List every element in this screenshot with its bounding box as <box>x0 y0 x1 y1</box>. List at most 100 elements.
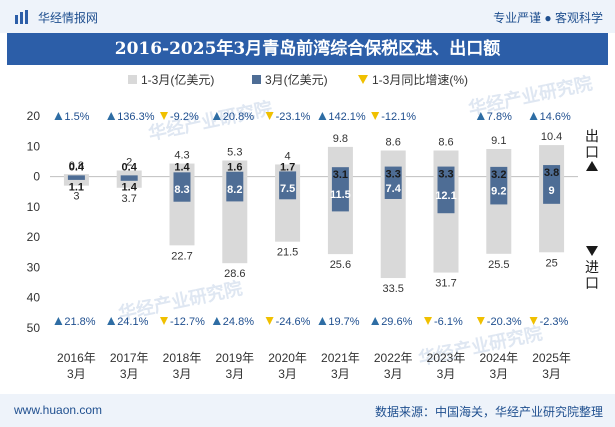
growth-up-icon <box>318 112 327 120</box>
x-tick-label-month: 3月 <box>489 367 508 381</box>
legend-swatch-monthly <box>252 75 261 84</box>
import-monthly-label: 12.1 <box>435 190 456 202</box>
x-tick-label-month: 3月 <box>120 367 139 381</box>
growth-down-icon <box>160 317 168 325</box>
import-growth-label: 24.1% <box>117 316 148 328</box>
brand-name: 华经情报网 <box>38 11 99 25</box>
chart-legend: 1-3月(亿美元) 3月(亿美元) 1-3月同比增速(%) <box>128 72 468 87</box>
export-monthly-label: 3.1 <box>333 169 348 181</box>
import-cumulative-label: 3 <box>73 191 79 203</box>
footer-bar: www.huaon.com 数据来源：中国海关，华经产业研究院整理 <box>0 394 615 427</box>
legend-label-cumulative: 1-3月(亿美元) <box>141 72 214 87</box>
x-tick-label-year: 2018年 <box>163 351 202 365</box>
data-labels: 0.80.41.1320.41.43.74.31.48.322.75.31.68… <box>69 131 563 295</box>
import-growth-label: -12.7% <box>170 316 205 328</box>
import-growth-label: -24.6% <box>276 316 311 328</box>
cumulative-bar <box>63 174 89 186</box>
export-growth-label: 136.3% <box>117 111 155 123</box>
export-side-label: 口 <box>585 144 599 160</box>
export-monthly-label: 3.8 <box>544 167 559 179</box>
chart-title: 2016-2025年3月青岛前湾综合保税区进、出口额 <box>114 39 501 59</box>
monthly-bar <box>543 165 561 204</box>
growth-down-icon <box>529 317 538 325</box>
x-tick-label-month: 3月 <box>542 367 561 381</box>
import-cumulative-label: 25.5 <box>488 259 509 271</box>
monthly-bar <box>437 166 455 214</box>
x-tick-label-month: 3月 <box>384 367 403 381</box>
monthly-bars <box>67 165 561 214</box>
import-growth-label: -6.1% <box>434 316 463 328</box>
growth-down-icon <box>476 317 485 325</box>
export-cumulative-label: 0.8 <box>69 160 84 172</box>
growth-down-icon <box>265 317 274 325</box>
export-monthly-label: 0.4 <box>122 162 138 174</box>
x-tick-label-month: 3月 <box>278 367 297 381</box>
export-monthly-label: 3.3 <box>438 169 453 181</box>
export-cumulative-label: 5.3 <box>227 147 242 159</box>
import-cumulative-label: 33.5 <box>382 283 403 295</box>
y-tick-label: 40 <box>27 291 41 305</box>
x-tick-label-month: 3月 <box>67 367 86 381</box>
import-monthly-label: 8.2 <box>227 184 242 196</box>
data-source: 数据来源：中国海关，华经产业研究院整理 <box>374 405 603 419</box>
growth-up-icon <box>54 317 63 325</box>
growth-down-icon <box>371 112 380 120</box>
import-monthly-label: 8.3 <box>174 184 189 196</box>
export-growth-label: 142.1% <box>328 111 366 123</box>
growth-up-icon <box>371 317 380 325</box>
legend-swatch-cumulative <box>128 75 137 84</box>
y-tick-label: 0 <box>33 170 40 184</box>
x-tick-label-year: 2020年 <box>268 351 307 365</box>
watermark-text: 华经产业研究院 <box>146 97 274 144</box>
import-growth-label: -20.3% <box>487 316 522 328</box>
y-tick-label: 10 <box>27 139 41 153</box>
website-link[interactable]: www.huaon.com <box>14 403 103 417</box>
x-tick-label-month: 3月 <box>331 367 350 381</box>
export-growth-label: -12.1% <box>381 111 416 123</box>
growth-up-icon <box>529 112 538 120</box>
brand-tagline: 专业严谨 ● 客观科学 <box>493 11 603 25</box>
y-tick-label: 10 <box>27 200 41 214</box>
export-growth-label: -9.2% <box>170 111 199 123</box>
import-arrow-icon <box>586 246 598 256</box>
y-tick-label: 20 <box>27 109 41 123</box>
import-monthly-label: 1.4 <box>122 182 138 194</box>
import-cumulative-label: 28.6 <box>224 268 245 280</box>
x-tick-label-month: 3月 <box>225 367 244 381</box>
import-growth-label: 21.8% <box>64 316 95 328</box>
growth-up-icon <box>318 317 327 325</box>
monthly-bar <box>384 166 402 199</box>
import-side-label: 进 <box>585 259 599 275</box>
growth-up-icon <box>212 112 221 120</box>
monthly-bar <box>331 167 349 212</box>
import-growth-label: -2.3% <box>540 316 569 328</box>
watermark-text: 华经产业研究院 <box>466 72 594 119</box>
export-cumulative-label: 9.1 <box>491 135 506 147</box>
x-axis: 2016年 3月 2017年 3月 2018年 3月 2019年 3月 2020年 3月 2021年… <box>57 351 571 381</box>
export-monthly-label: 1.7 <box>280 162 295 174</box>
monthly-bar <box>226 171 244 202</box>
x-tick-label-year: 2022年 <box>374 351 413 365</box>
export-side-label: 出 <box>585 128 599 144</box>
import-growth-label: 29.6% <box>381 316 412 328</box>
import-cumulative-label: 21.5 <box>277 247 298 259</box>
x-tick-label-year: 2025年 <box>532 351 571 365</box>
monthly-bar <box>120 175 138 181</box>
growth-down-icon <box>424 317 432 325</box>
growth-up-icon <box>54 112 63 120</box>
x-tick-label-year: 2023年 <box>427 351 466 365</box>
import-growth-label: 24.8% <box>223 316 254 328</box>
import-monthly-label: 7.5 <box>280 183 295 195</box>
x-tick-label-year: 2024年 <box>479 351 518 365</box>
legend-label-growth: 1-3月同比增速(%) <box>372 73 468 87</box>
y-tick-label: 20 <box>27 230 41 244</box>
monthly-bar <box>279 171 297 200</box>
export-cumulative-label: 2 <box>126 157 132 169</box>
y-tick-label: 30 <box>27 260 41 274</box>
export-growth-label: 7.8% <box>487 111 512 123</box>
growth-up-icon <box>107 317 116 325</box>
growth-up-icon <box>212 317 221 325</box>
export-monthly-label: 1.4 <box>174 162 190 174</box>
x-tick-label-year: 2017年 <box>110 351 149 365</box>
